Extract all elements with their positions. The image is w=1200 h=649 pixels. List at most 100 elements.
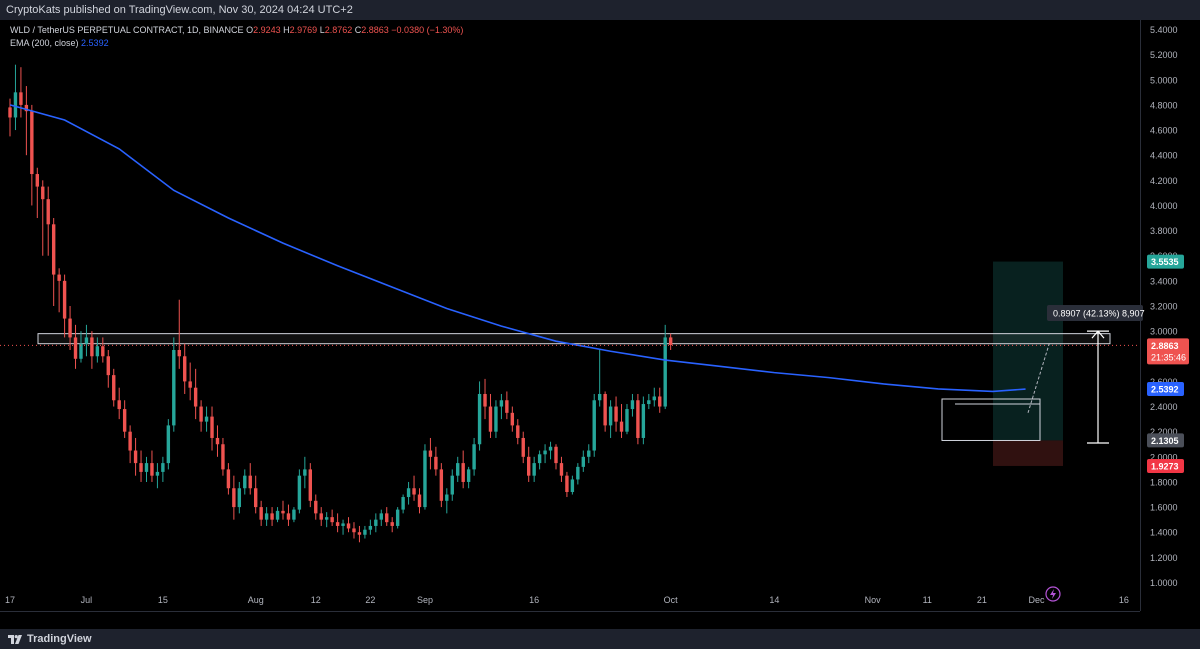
candle-body: [215, 437, 220, 445]
consolidation-range-box: [941, 398, 1041, 441]
candle-body: [314, 500, 318, 514]
candle-body: [292, 509, 296, 520]
candle-body: [374, 519, 378, 526]
symbol-legend: WLD / TetherUS PERPETUAL CONTRACT, 1D, B…: [10, 25, 463, 35]
candle-body: [319, 513, 323, 520]
candle-body: [90, 337, 94, 357]
candle-body: [406, 488, 411, 498]
publisher-text: CryptoKats published on TradingView.com,…: [6, 4, 353, 16]
candle-body: [554, 446, 558, 464]
price-tick-label: 4.8000: [1150, 100, 1178, 110]
candle-body: [668, 337, 673, 345]
price-tick-label: 4.6000: [1150, 126, 1178, 136]
candle-body: [8, 107, 12, 118]
candle-body: [576, 466, 580, 480]
candle-body: [128, 431, 132, 451]
candle-body: [297, 475, 302, 510]
time-tick-label: Oct: [664, 595, 679, 605]
open-value: 2.9243: [253, 25, 281, 35]
long-position-loss-zone: [993, 440, 1063, 466]
candle-body: [177, 349, 181, 357]
time-tick-label: Sep: [417, 595, 433, 605]
candle-body: [652, 396, 656, 401]
candle-body: [456, 463, 460, 476]
candle-body: [614, 406, 618, 422]
candle-body: [570, 479, 575, 493]
candle-body: [106, 356, 110, 376]
symbol-name: WLD / TetherUS PERPETUAL CONTRACT, 1D, B…: [10, 25, 244, 35]
price-tick-label: 3.2000: [1150, 302, 1178, 312]
candle-body: [275, 510, 280, 520]
candle-body: [161, 463, 165, 472]
price-tick-label: 4.2000: [1150, 176, 1178, 186]
candle-body: [193, 387, 198, 407]
candle-body: [461, 463, 465, 482]
price-tick-label: 1.6000: [1150, 503, 1178, 513]
chart-area[interactable]: 0.8907 (42.13%) 8,907 5.4000 5.2000 5.0000 4…: [0, 20, 1200, 629]
candle-body: [204, 416, 209, 422]
target-price-label-bg: [1147, 254, 1184, 269]
stop-price-label: 1.9273: [1151, 461, 1179, 471]
candle-body: [264, 513, 269, 520]
candle-body: [608, 406, 613, 426]
candle-body: [663, 337, 667, 407]
tradingview-brand: TradingView: [27, 633, 92, 645]
candle-body: [117, 400, 121, 410]
close-value: 2.8863: [361, 25, 389, 35]
candle-body: [603, 393, 607, 426]
ema-price-label-bg: [1147, 382, 1184, 397]
candle-body: [254, 488, 258, 508]
candle-body: [537, 454, 542, 464]
candle-body: [199, 406, 203, 422]
candle-body: [46, 199, 50, 225]
candle-body: [390, 522, 394, 526]
candle-body: [51, 224, 56, 275]
price-tick-label: 2.4000: [1150, 402, 1178, 412]
price-tick-label: 2.2000: [1150, 427, 1178, 437]
candle-body: [488, 406, 493, 432]
candle-body: [477, 393, 482, 445]
candle-body: [101, 346, 105, 357]
candle-body: [472, 444, 476, 470]
candle-body: [619, 421, 624, 432]
candle-body: [494, 406, 498, 432]
candle-body: [57, 274, 61, 281]
measure-arrow-head: [1091, 330, 1105, 339]
candle-body: [527, 456, 531, 476]
chart-svg[interactable]: 0.8907 (42.13%) 8,907 5.4000 5.2000 5.0000 4…: [0, 20, 1200, 629]
time-tick-label: Dec: [1028, 595, 1045, 605]
price-tick-label: 2.6000: [1150, 377, 1178, 387]
price-tick-label: 5.4000: [1150, 25, 1178, 35]
price-tick-label: 4.0000: [1150, 201, 1178, 211]
candle-body: [412, 488, 416, 495]
candle-body: [450, 475, 454, 495]
change-value: −0.0380 (−1.30%): [391, 25, 464, 35]
candle-body: [516, 425, 520, 438]
candle-body: [385, 513, 389, 523]
candle-body: [466, 469, 471, 482]
candle-body: [439, 469, 444, 501]
candle-body: [521, 437, 525, 457]
candle-body: [587, 450, 591, 457]
time-tick-label: 22: [365, 595, 375, 605]
current-price-label: 2.8863: [1151, 341, 1179, 351]
candles-group: [8, 64, 673, 543]
candle-body: [417, 494, 422, 508]
current-price-label-bg: [1147, 338, 1189, 365]
candle-body: [368, 525, 373, 530]
candle-body: [483, 393, 487, 407]
candle-body: [505, 400, 509, 413]
candle-body: [35, 174, 39, 187]
tradingview-logo[interactable]: TradingView: [8, 632, 92, 646]
candle-body: [335, 522, 340, 526]
candle-body: [221, 444, 225, 470]
time-tick-label: Nov: [865, 595, 882, 605]
candle-body: [559, 463, 564, 476]
ema-value: 2.5392: [81, 38, 109, 48]
candle-body: [188, 381, 192, 388]
candle-body: [79, 343, 83, 359]
candle-body: [346, 523, 351, 529]
entry-price-label: 2.1305: [1151, 436, 1179, 446]
low-value: 2.8762: [324, 25, 353, 35]
candle-body: [210, 416, 214, 438]
